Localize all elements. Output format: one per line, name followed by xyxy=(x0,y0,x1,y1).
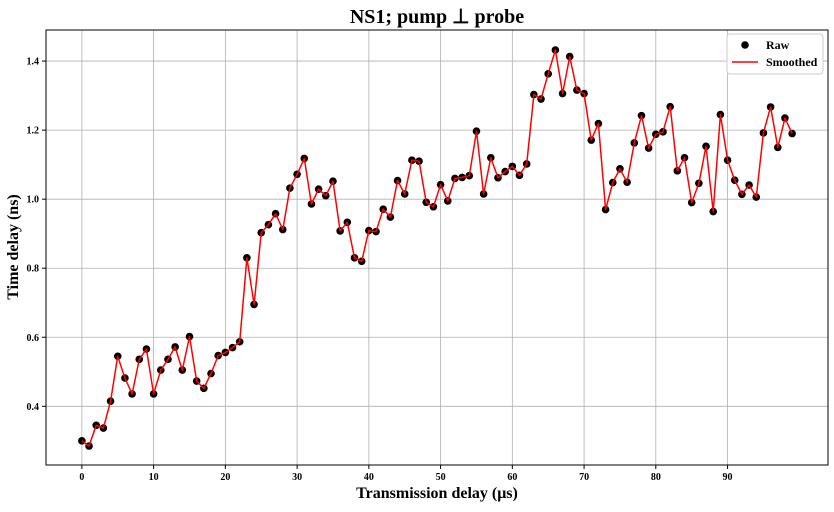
x-axis-label: Transmission delay (μs) xyxy=(356,485,518,502)
legend-raw-marker xyxy=(741,41,749,49)
x-tick-label: 40 xyxy=(364,472,374,483)
y-tick-label: 0.6 xyxy=(27,333,40,344)
y-tick-label: 0.8 xyxy=(27,264,40,275)
x-tick-label: 50 xyxy=(436,472,446,483)
smoothed-series-line xyxy=(81,49,793,447)
y-tick-label: 1.0 xyxy=(27,195,40,206)
chart-title: NS1; pump ⊥ probe xyxy=(350,6,524,28)
grid-lines xyxy=(46,30,828,465)
data-layer xyxy=(78,46,796,450)
y-tick-label: 0.4 xyxy=(27,402,40,413)
x-tick-label: 60 xyxy=(507,472,517,483)
x-tick-label: 10 xyxy=(149,472,159,483)
legend: Raw Smoothed xyxy=(726,33,824,75)
x-tick-label: 0 xyxy=(79,472,84,483)
plot-frame xyxy=(45,29,829,466)
axis-ticks: 0 10 20 30 40 50 60 70 80 90 0.4 0.6 0.8 1.0 1.2 1.4 xyxy=(27,57,733,483)
x-tick-label: 30 xyxy=(292,472,302,483)
legend-box xyxy=(726,33,824,75)
plot-area xyxy=(46,30,828,465)
y-tick-label: 1.4 xyxy=(27,57,40,68)
legend-raw-label: Raw xyxy=(766,38,790,52)
legend-smoothed-label: Smoothed xyxy=(766,55,818,69)
x-tick-label: 20 xyxy=(220,472,230,483)
x-tick-label: 80 xyxy=(651,472,661,483)
x-tick-label: 90 xyxy=(723,472,733,483)
y-tick-label: 1.2 xyxy=(27,126,40,137)
x-tick-label: 70 xyxy=(579,472,589,483)
y-axis-label: Time delay (ns) xyxy=(5,194,22,299)
